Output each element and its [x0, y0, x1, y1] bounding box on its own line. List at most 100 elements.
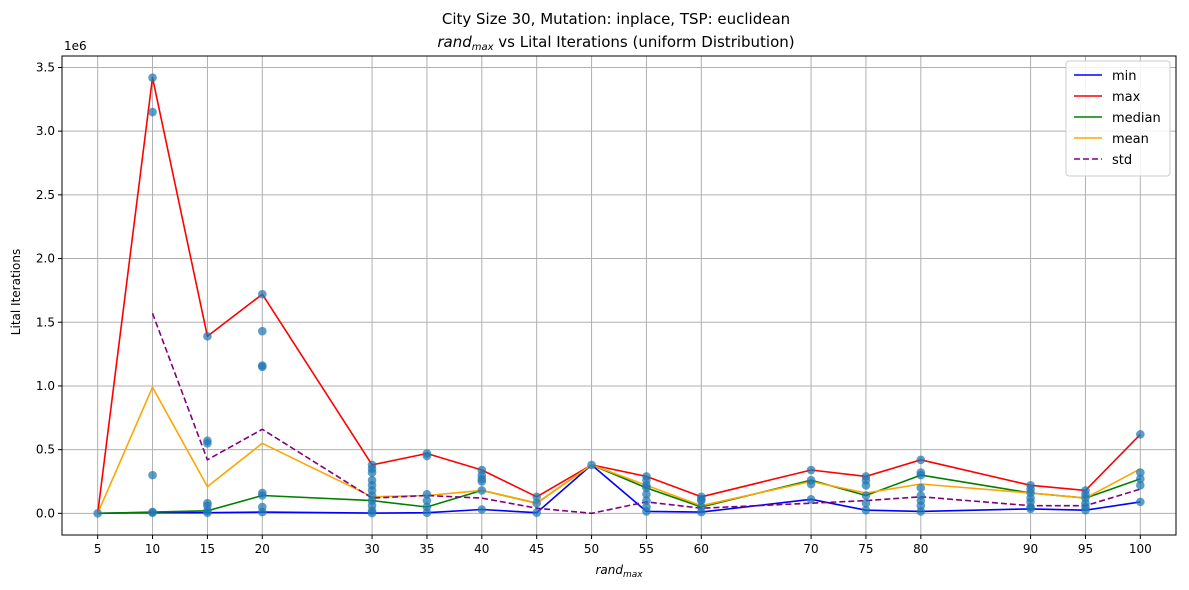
- scatter-point: [367, 508, 377, 518]
- scatter-point: [148, 73, 157, 82]
- x-tick-label: 45: [529, 542, 544, 556]
- scatter-point: [916, 455, 926, 465]
- x-tick-label: 90: [1023, 542, 1038, 556]
- y-axis-label: Lital Iterations: [9, 249, 23, 335]
- legend-label-std: std: [1112, 153, 1132, 168]
- series-line-max: [96, 76, 1141, 514]
- plot-frame: [61, 55, 1177, 536]
- x-axis-label: randmax: [595, 563, 643, 580]
- x-tick-label: 75: [858, 542, 873, 556]
- scatter-point: [258, 362, 267, 372]
- scatter-point: [806, 495, 816, 504]
- y-tick-label: 3.0: [36, 124, 55, 138]
- y-tick-label: 1.5: [36, 315, 55, 329]
- scatter-point: [861, 505, 871, 515]
- xlabel-max-subscript: max: [623, 570, 643, 580]
- x-tick-label: 50: [584, 542, 599, 556]
- x-tick-label: 60: [694, 542, 709, 556]
- y-tick-label: 1.0: [36, 379, 55, 393]
- y-tick-label: 0.0: [36, 506, 55, 520]
- scatter-point: [861, 491, 871, 500]
- scatter-point: [642, 483, 651, 493]
- x-tick-label: 10: [145, 542, 160, 556]
- x-tick-label: 35: [419, 542, 434, 556]
- scatter-point: [1136, 468, 1145, 477]
- x-tick-label: 80: [913, 542, 928, 556]
- scatter-point: [1136, 474, 1145, 484]
- scatter-point: [916, 483, 926, 493]
- title-rand: rand: [437, 33, 472, 51]
- legend: min max median mean std: [1065, 60, 1171, 177]
- scatter-point: [861, 481, 871, 490]
- scatter-point: [258, 507, 267, 517]
- title-max-subscript: max: [472, 42, 494, 53]
- scatter-point: [258, 289, 267, 299]
- y-tick-label: 0.5: [36, 443, 55, 457]
- legend-box: [1065, 60, 1171, 177]
- title-suffix: vs Lital Iterations (uniform Distributio…: [494, 33, 795, 51]
- y-tick-label: 3.5: [36, 60, 55, 74]
- y-offset-text: 1e6: [64, 39, 87, 53]
- scatter-point: [477, 486, 487, 495]
- y-tick-label: 2.0: [36, 252, 55, 266]
- scatter-point: [806, 465, 816, 475]
- scatter-point: [642, 496, 651, 505]
- x-tick-label: 95: [1078, 542, 1093, 556]
- scatter-point: [203, 331, 212, 341]
- scatter-point: [806, 479, 816, 489]
- scatter-point: [532, 508, 541, 518]
- scatter-point: [1136, 481, 1145, 490]
- x-tick-label: 70: [803, 542, 818, 556]
- scatter-point: [203, 508, 212, 518]
- scatter-point: [1081, 505, 1090, 515]
- scatter-point: [422, 451, 432, 461]
- x-tick-label: 30: [364, 542, 379, 556]
- x-tick-label: 5: [94, 542, 102, 556]
- y-tick-label: 2.5: [36, 188, 55, 202]
- scatter-point: [1026, 504, 1035, 514]
- scatter-point: [477, 477, 487, 486]
- scatter-point: [532, 492, 541, 502]
- scatter-point: [422, 489, 432, 499]
- scatter-point: [148, 508, 157, 518]
- scatter-point: [697, 496, 706, 505]
- chart-title-line1: City Size 30, Mutation: inplace, TSP: eu…: [442, 10, 790, 28]
- grid: [62, 56, 1176, 535]
- series-lines: [96, 76, 1141, 515]
- series-line-std: [151, 313, 1141, 515]
- scatter-point: [916, 470, 926, 480]
- x-tick-label: 40: [474, 542, 489, 556]
- scatter-point: [697, 507, 706, 517]
- scatter-point: [642, 489, 651, 499]
- x-tick-label: 15: [200, 542, 215, 556]
- x-tick-label: 100: [1129, 542, 1152, 556]
- scatter-point: [532, 498, 541, 508]
- scatter-point: [258, 491, 267, 500]
- scatter-point: [1136, 497, 1145, 507]
- scatter-point: [477, 505, 487, 514]
- axes: [61, 55, 1177, 536]
- scatter-point: [916, 507, 926, 516]
- chart-title-line2: randmax vs Lital Iterations (uniform Dis…: [437, 33, 794, 53]
- scatter-point: [587, 460, 596, 470]
- x-tick-label: 20: [255, 542, 270, 556]
- legend-label-max: max: [1112, 90, 1141, 105]
- scatter-point: [422, 508, 432, 518]
- x-tick-label: 55: [639, 542, 654, 556]
- legend-label-mean: mean: [1112, 132, 1149, 147]
- scatter-point: [203, 438, 212, 448]
- scatter-point: [367, 468, 377, 477]
- scatter-point: [642, 507, 651, 516]
- scatter-point: [1136, 430, 1145, 439]
- scatter-point: [93, 509, 102, 518]
- scatter-point: [258, 326, 267, 336]
- legend-label-min: min: [1112, 69, 1137, 84]
- scatter-point: [148, 107, 157, 117]
- scatter-points: [93, 73, 1145, 518]
- ticks: 5 10 15 20 30 35 40 45 50 55 60 70 75 80 90 95 100 0.0 0.5…: [36, 60, 1152, 556]
- scatter-point: [148, 470, 157, 480]
- series-line-mean: [96, 386, 1141, 514]
- scatter-point: [422, 496, 432, 505]
- scatter-point: [861, 498, 871, 508]
